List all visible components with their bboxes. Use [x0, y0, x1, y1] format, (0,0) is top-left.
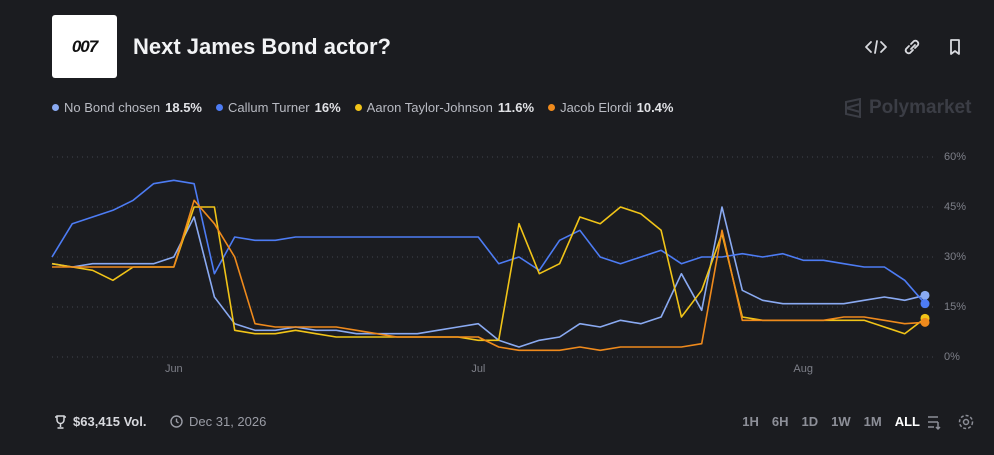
legend-label: No Bond chosen: [64, 100, 161, 115]
legend-label: Callum Turner: [228, 100, 310, 115]
series-line: [52, 199, 926, 352]
range-selector: 1H 6H 1D 1W 1M ALL: [742, 414, 920, 429]
legend-swatch: [354, 104, 362, 111]
legend-item: Callum Turner 16%: [216, 100, 341, 115]
brand-name: Polymarket: [869, 97, 972, 118]
end-dot: [920, 299, 930, 309]
range-button[interactable]: 1M: [863, 414, 882, 429]
legend-swatch: [52, 104, 59, 111]
end-dot: [920, 317, 930, 327]
header-icons[interactable]: [862, 36, 972, 58]
range-button[interactable]: 1D: [801, 414, 819, 429]
series-line: [51, 179, 926, 305]
brand-icon: [845, 98, 861, 118]
x-tick-label: Aug: [793, 363, 813, 375]
legend-value: 16%: [314, 100, 341, 115]
range-button[interactable]: ALL: [894, 414, 920, 429]
logo: 007: [52, 15, 117, 78]
range-button[interactable]: 1W: [831, 414, 851, 429]
clock-icon: [170, 415, 183, 428]
watermark: Polymarket: [843, 97, 971, 119]
y-tick-label: 60%: [944, 151, 966, 163]
legend-label: Aaron Taylor-Johnson: [366, 100, 493, 115]
legend: No Bond chosen 18.5% Callum Turner 16% Aaron…: [52, 100, 673, 115]
x-tick-label: Jul: [471, 363, 485, 375]
legend-label: Jacob Elordi: [560, 100, 632, 115]
trophy-icon: [55, 414, 66, 429]
chart: 0% 15% 30% 45% 60% Jun Jul Aug: [51, 151, 966, 375]
range-button[interactable]: 6H: [771, 414, 789, 429]
legend-item: Aaron Taylor-Johnson 11.6%: [354, 100, 535, 115]
legend-swatch: [216, 104, 223, 111]
legend-item: Jacob Elordi 10.4%: [548, 100, 673, 115]
volume-text: $63,415 Vol.: [73, 414, 147, 429]
legend-value: 10.4%: [636, 100, 674, 115]
x-tick-label: Jun: [165, 363, 183, 375]
end-date-text: Dec 31, 2026: [189, 414, 267, 429]
y-tick-label: 45%: [944, 201, 966, 213]
legend-value: 18.5%: [165, 100, 202, 115]
end-dot: [920, 290, 930, 300]
legend-item: No Bond chosen 18.5%: [52, 100, 202, 115]
footer-icons[interactable]: [926, 413, 976, 431]
range-button[interactable]: 1H: [742, 414, 759, 429]
legend-value: 11.6%: [497, 100, 535, 115]
end-date: Dec 31, 2026: [170, 414, 266, 429]
series-line: [51, 206, 926, 348]
legend-swatch: [548, 104, 556, 111]
y-tick-label: 0%: [944, 351, 960, 363]
volume: $63,415 Vol.: [54, 414, 146, 429]
y-tick-label: 30%: [944, 251, 966, 263]
y-tick-label: 15%: [944, 301, 966, 313]
chart-title: Next James Bond actor?: [133, 34, 391, 59]
